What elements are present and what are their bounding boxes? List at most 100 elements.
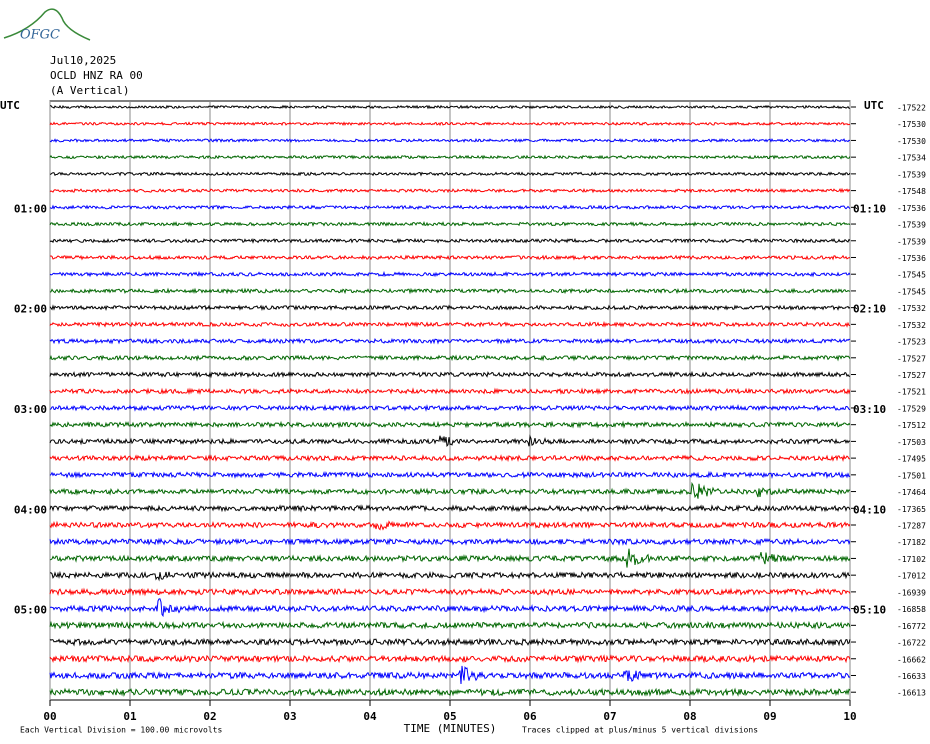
left-time-label: 03:00: [14, 403, 47, 416]
offset-label: -17530: [897, 120, 926, 129]
offset-label: -16858: [897, 605, 926, 614]
offset-label: -17527: [897, 354, 926, 363]
x-tick-label: 04: [363, 710, 377, 723]
logo-shape: [3, 8, 91, 41]
footer-left: Each Vertical Division = 100.00 microvol…: [20, 726, 222, 735]
offset-label: -16772: [897, 622, 926, 631]
footer-right: Traces clipped at plus/minus 5 vertical …: [522, 726, 758, 735]
trace: [49, 121, 851, 127]
offset-label: -17012: [897, 572, 926, 581]
trace: [49, 221, 851, 228]
offset-label: -16939: [897, 588, 926, 597]
offset-label: -17503: [897, 438, 926, 447]
trace: [49, 287, 851, 295]
trace: [49, 637, 851, 647]
x-tick-label: 06: [523, 710, 537, 723]
offset-label: -17539: [897, 170, 926, 179]
trace: [49, 137, 851, 143]
offset-label: -16613: [897, 689, 926, 698]
right-time-label: 02:10: [853, 303, 886, 316]
trace: [49, 387, 851, 396]
offset-label: -17365: [897, 505, 926, 514]
left-time-label: 04:00: [14, 503, 47, 516]
trace: [49, 570, 850, 582]
trace: [49, 354, 851, 362]
left-top-label: UTC: [0, 99, 20, 112]
trace: [49, 587, 851, 597]
x-axis-title: TIME (MINUTES): [404, 722, 497, 735]
trace: [49, 454, 851, 463]
trace: [49, 687, 851, 697]
trace: [49, 620, 851, 630]
trace: [49, 537, 851, 547]
x-tick-label: 09: [763, 710, 776, 723]
offset-label: -17548: [897, 187, 926, 196]
offset-label: -17536: [897, 204, 926, 213]
trace: [49, 187, 851, 194]
offset-label: -17495: [897, 455, 926, 464]
offset-label: -17182: [897, 538, 926, 547]
trace: [49, 237, 851, 244]
title-line: OCLD HNZ RA 00: [50, 69, 143, 82]
offset-label: -17545: [897, 287, 926, 296]
right-time-label: 01:10: [853, 202, 886, 215]
right-time-label: 03:10: [853, 403, 886, 416]
trace: [49, 598, 851, 618]
x-tick-label: 08: [683, 710, 696, 723]
offset-label: -16722: [897, 639, 926, 648]
trace: [49, 204, 851, 211]
trace: [49, 270, 851, 278]
offset-label: -17539: [897, 221, 926, 230]
title-line: (A Vertical): [50, 84, 129, 97]
offset-label: -17512: [897, 421, 926, 430]
right-time-label: 05:10: [853, 604, 886, 617]
trace: [49, 154, 851, 160]
right-time-label: 04:10: [853, 503, 886, 516]
left-time-label: 05:00: [14, 604, 47, 617]
trace: [49, 254, 851, 261]
trace: [49, 665, 851, 685]
left-time-label: 01:00: [14, 202, 47, 215]
trace: [49, 470, 851, 479]
title-line: Jul10,2025: [50, 54, 116, 67]
trace: [49, 370, 850, 379]
offset-label: -17534: [897, 154, 926, 163]
x-tick-label: 02: [203, 710, 216, 723]
right-top-label: UTC: [864, 99, 884, 112]
offset-label: -17523: [897, 338, 926, 347]
trace: [49, 337, 851, 345]
offset-label: -17501: [897, 471, 926, 480]
offset-label: -17539: [897, 237, 926, 246]
trace: [49, 320, 851, 328]
trace: [50, 104, 850, 110]
trace: [49, 420, 851, 429]
trace: [49, 520, 851, 531]
offset-label: -16633: [897, 672, 926, 681]
offset-label: -16662: [897, 655, 926, 664]
trace: [49, 548, 851, 568]
trace: [49, 171, 851, 177]
trace: [49, 434, 851, 448]
x-tick-label: 00: [43, 710, 56, 723]
x-tick-label: 07: [603, 710, 616, 723]
left-time-label: 02:00: [14, 303, 47, 316]
offset-label: -17102: [897, 555, 926, 564]
x-tick-label: 05: [443, 710, 456, 723]
logo: OFGC: [20, 28, 60, 43]
trace: [49, 504, 851, 513]
trace: [49, 404, 851, 412]
offset-label: -17536: [897, 254, 926, 263]
offset-label: -17287: [897, 522, 926, 531]
x-tick-label: 01: [123, 710, 137, 723]
trace: [49, 481, 851, 499]
offset-label: -17532: [897, 304, 926, 313]
offset-label: -17545: [897, 271, 926, 280]
offset-label: -17532: [897, 321, 926, 330]
offset-label: -17529: [897, 404, 926, 413]
x-tick-label: 03: [283, 710, 296, 723]
offset-label: -17522: [897, 104, 926, 113]
offset-label: -17521: [897, 388, 926, 397]
offset-label: -17527: [897, 371, 926, 380]
offset-label: -17464: [897, 488, 926, 497]
